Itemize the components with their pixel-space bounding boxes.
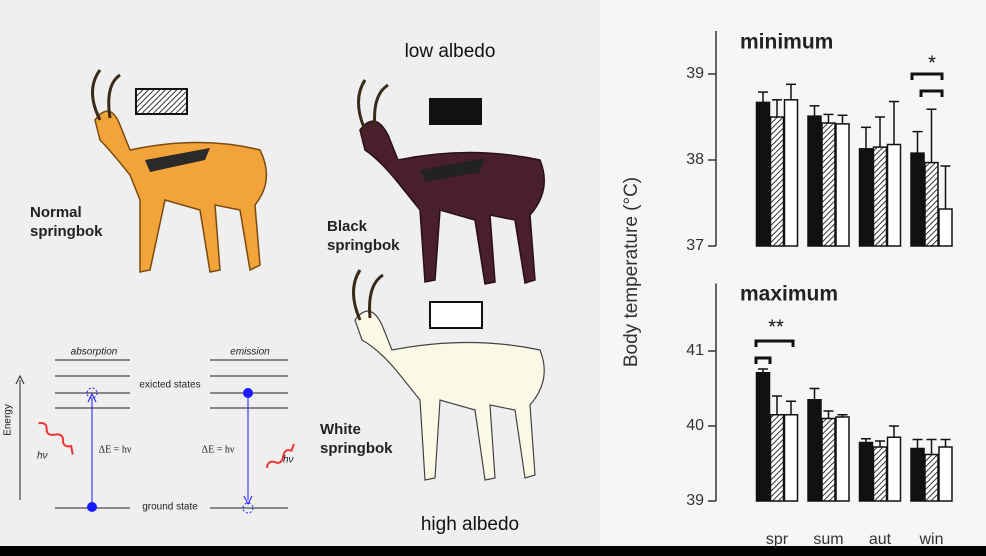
bar <box>821 122 836 247</box>
y-tick-label: 41 <box>686 342 704 359</box>
bar <box>769 116 785 247</box>
diagram-label: exicted states <box>139 380 200 391</box>
bar <box>886 436 902 502</box>
bar <box>807 399 822 502</box>
bar <box>924 161 939 247</box>
y-tick-label: 39 <box>686 492 704 509</box>
diagram-label: ΔE = hν <box>99 444 132 455</box>
footer-bar <box>0 546 986 556</box>
y-tick-label: 39 <box>686 65 704 82</box>
label: springbok <box>327 237 400 254</box>
electron <box>86 387 98 399</box>
label: springbok <box>320 440 393 457</box>
black-springbok <box>357 79 545 285</box>
white-springbok <box>352 269 545 481</box>
bar <box>858 441 874 502</box>
diagram-label: absorption <box>71 347 118 358</box>
electron <box>242 502 254 514</box>
diagram-label: ΔE = hν <box>202 444 235 455</box>
bar <box>938 446 953 502</box>
significance-bracket <box>754 72 944 364</box>
bar <box>769 414 785 502</box>
bar <box>835 416 850 502</box>
swatch <box>135 88 188 115</box>
chart-title: maximum <box>740 283 838 306</box>
bar <box>755 372 771 502</box>
x-tick-label: spr <box>766 531 789 548</box>
bar <box>924 453 939 502</box>
diagram-label: hν <box>283 455 294 466</box>
bar <box>807 115 822 247</box>
bar <box>858 148 874 247</box>
y-tick-label: 40 <box>686 417 704 434</box>
swatch <box>429 301 483 329</box>
chart-title: minimum <box>740 31 833 54</box>
bar <box>783 414 799 502</box>
bar <box>886 143 902 247</box>
y-tick-label: 38 <box>686 151 704 168</box>
label: Black <box>327 218 368 235</box>
x-tick-label: aut <box>869 531 892 548</box>
diagram-label: hν <box>37 451 48 462</box>
bar <box>872 146 888 247</box>
label: Normal <box>30 204 82 221</box>
y-axis-label: Body temperature (°C) <box>621 177 642 367</box>
bar <box>872 446 888 502</box>
bar <box>783 99 799 247</box>
caption: high albedo <box>421 514 519 535</box>
x-tick-label: win <box>918 531 943 548</box>
diagram-label: ground state <box>142 502 198 513</box>
bar <box>755 101 771 247</box>
label: springbok <box>30 223 103 240</box>
energy-diagram <box>15 359 295 509</box>
electron <box>87 502 97 512</box>
diagram-label: emission <box>230 347 270 358</box>
bar <box>835 123 850 247</box>
electron <box>243 388 253 398</box>
label: White <box>320 421 361 438</box>
bar <box>910 447 925 502</box>
bar <box>821 417 836 502</box>
y-tick-label: 37 <box>686 237 704 254</box>
caption: low albedo <box>405 41 496 62</box>
bar <box>910 152 925 247</box>
annotation: * <box>928 52 936 74</box>
bar <box>938 208 953 247</box>
swatch <box>429 98 482 125</box>
normal-springbok <box>91 69 268 273</box>
x-tick-label: sum <box>813 531 843 548</box>
diagram-label: Energy <box>3 404 14 436</box>
annotation: ** <box>768 316 784 338</box>
